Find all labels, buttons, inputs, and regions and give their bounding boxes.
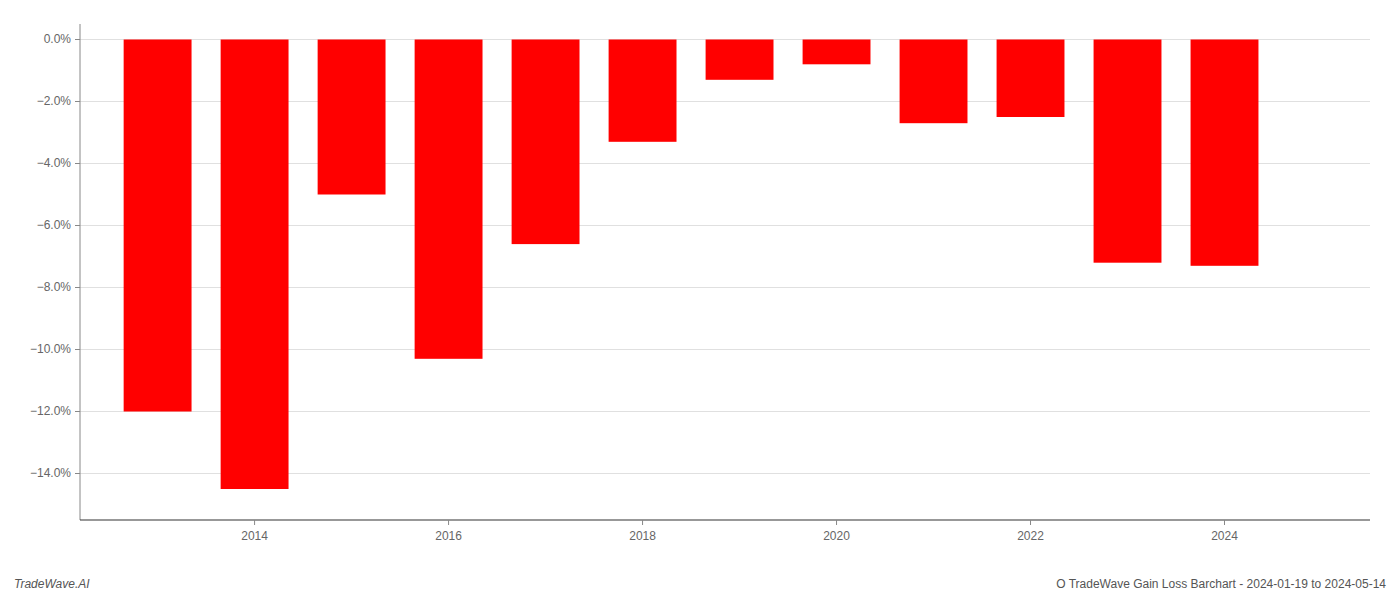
bar — [1191, 40, 1259, 266]
x-tick-label: 2014 — [241, 529, 268, 543]
annotation: O TradeWave Gain Loss Barchart - 2024-01… — [1056, 577, 1386, 591]
bar — [124, 40, 192, 412]
x-tick — [254, 520, 255, 525]
chart: 0.0% −2.0% −4.0% −6.0% −8.0% −10.0% −12.0% −14.… — [0, 0, 1400, 600]
y-tick-label: −12.0% — [30, 404, 71, 418]
y-tick — [75, 349, 80, 350]
background — [0, 0, 1400, 600]
y-tick — [75, 287, 80, 288]
y-tick — [75, 39, 80, 40]
bar — [997, 40, 1065, 118]
x-tick-label: 2024 — [1211, 529, 1238, 543]
bar — [318, 40, 386, 195]
bar — [803, 40, 871, 65]
bar — [1094, 40, 1162, 263]
y-tick-label: −10.0% — [30, 342, 71, 356]
x-tick — [448, 520, 449, 525]
y-tick-label: −2.0% — [37, 94, 72, 108]
x-tick-label: 2016 — [435, 529, 462, 543]
x-tick — [642, 520, 643, 525]
bars — [124, 40, 1259, 490]
bar — [415, 40, 483, 359]
x-tick — [1224, 520, 1225, 525]
y-tick-label: 0.0% — [44, 32, 72, 46]
x-tick-label: 2022 — [1017, 529, 1044, 543]
bar — [512, 40, 580, 245]
annotation: TradeWave.AI — [14, 577, 90, 591]
y-axis-line — [80, 24, 81, 520]
x-tick-label: 2020 — [823, 529, 850, 543]
x-axis-line — [80, 519, 1370, 520]
bar — [221, 40, 289, 490]
y-tick-label: −6.0% — [37, 218, 72, 232]
y-axis: 0.0% −2.0% −4.0% −6.0% −8.0% −10.0% −12.0% −14.… — [30, 24, 80, 520]
y-tick-label: −14.0% — [30, 466, 71, 480]
bar — [609, 40, 677, 142]
y-tick — [75, 225, 80, 226]
y-tick — [75, 163, 80, 164]
y-tick — [75, 473, 80, 474]
bar — [706, 40, 774, 80]
x-tick — [1030, 520, 1031, 525]
x-axis: 2014 2016 2018 2020 2022 2024 — [80, 520, 1370, 543]
y-tick — [75, 411, 80, 412]
y-tick-label: −8.0% — [37, 280, 72, 294]
x-tick-label: 2018 — [629, 529, 656, 543]
x-tick — [836, 520, 837, 525]
y-tick-label: −4.0% — [37, 156, 72, 170]
y-tick — [75, 101, 80, 102]
bar — [900, 40, 968, 124]
